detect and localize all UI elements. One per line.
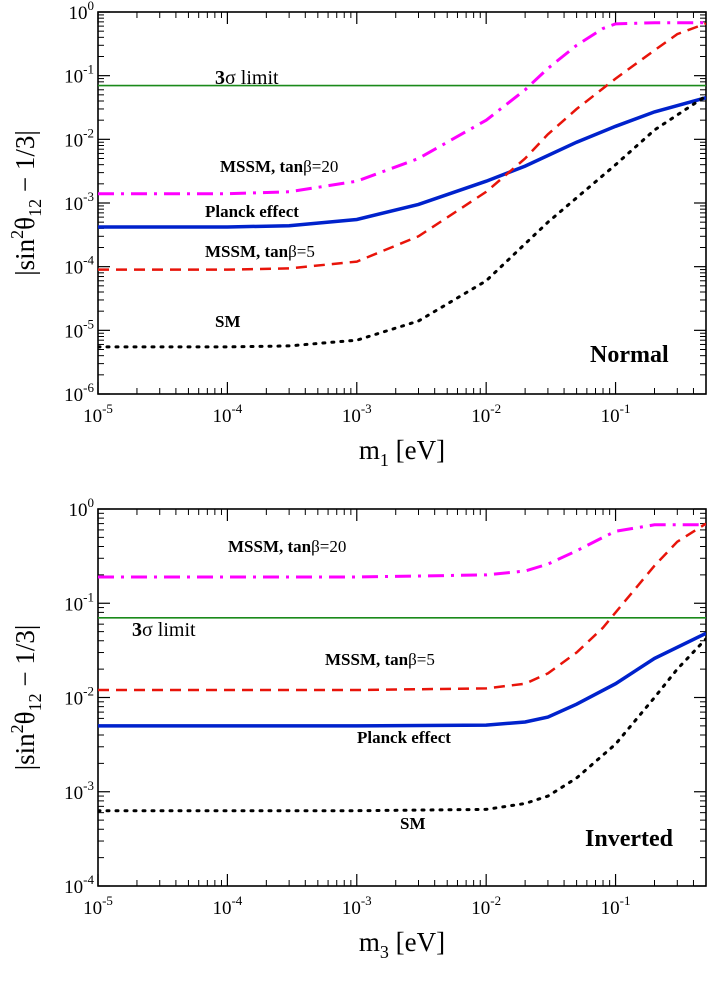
series-curve-planck-effect bbox=[98, 631, 706, 728]
x-tick-label: 10-1 bbox=[601, 893, 631, 919]
three-sigma-limit-label: 3σ limit bbox=[215, 67, 279, 89]
panel-label: Inverted bbox=[585, 826, 674, 852]
x-tick-label: 10-3 bbox=[342, 401, 372, 427]
y-tick-label: 100 bbox=[69, 495, 95, 521]
series-curve-mssm-tan-5 bbox=[98, 22, 706, 271]
series-label: MSSM, tanβ=20 bbox=[228, 537, 346, 556]
x-tick-label: 10-4 bbox=[212, 401, 242, 427]
series-curve-sm bbox=[98, 94, 706, 349]
series-label: SM bbox=[215, 312, 241, 331]
x-tick-label: 10-4 bbox=[212, 893, 242, 919]
x-tick-label: 10-3 bbox=[342, 893, 372, 919]
series-curve-mssm-tan-5 bbox=[98, 522, 706, 692]
x-tick-label: 10-1 bbox=[601, 401, 631, 427]
series-label: MSSM, tanβ=20 bbox=[220, 157, 338, 176]
y-axis-title: |sin2θ12 − 1/3| bbox=[7, 625, 45, 771]
y-tick-label: 10-5 bbox=[64, 316, 94, 342]
series-curve-planck-effect bbox=[98, 96, 706, 229]
x-tick-label: 10-5 bbox=[83, 893, 113, 919]
series-label: MSSM, tanβ=5 bbox=[325, 650, 435, 669]
panel-label: Normal bbox=[590, 342, 669, 368]
series-curve-mssm-tan-20 bbox=[98, 523, 706, 579]
y-tick-label: 10-1 bbox=[64, 62, 94, 88]
x-axis-title: m3 [eV] bbox=[359, 927, 445, 962]
y-tick-label: 10-1 bbox=[64, 589, 94, 615]
series-label: Planck effect bbox=[357, 728, 451, 747]
x-axis-title: m1 [eV] bbox=[359, 435, 445, 470]
x-tick-label: 10-2 bbox=[471, 401, 501, 427]
y-tick-label: 100 bbox=[69, 0, 95, 24]
y-tick-label: 10-2 bbox=[64, 684, 94, 710]
x-tick-label: 10-5 bbox=[83, 401, 113, 427]
y-axis-title: |sin2θ12 − 1/3| bbox=[7, 130, 45, 276]
y-tick-label: 10-6 bbox=[64, 380, 94, 406]
y-tick-label: 10-2 bbox=[64, 125, 94, 151]
y-tick-label: 10-4 bbox=[64, 872, 94, 898]
plot-frame bbox=[97, 11, 707, 395]
three-sigma-limit-label: 3σ limit bbox=[132, 619, 196, 641]
y-tick-label: 10-3 bbox=[64, 778, 94, 804]
y-tick-label: 10-4 bbox=[64, 253, 94, 279]
y-tick-label: 10-3 bbox=[64, 189, 94, 215]
series-label: Planck effect bbox=[205, 202, 299, 221]
series-label: SM bbox=[400, 814, 426, 833]
x-tick-label: 10-2 bbox=[471, 893, 501, 919]
series-curve-mssm-tan-20 bbox=[98, 21, 706, 196]
series-curve-sm bbox=[98, 637, 706, 813]
series-label: MSSM, tanβ=5 bbox=[205, 242, 315, 261]
